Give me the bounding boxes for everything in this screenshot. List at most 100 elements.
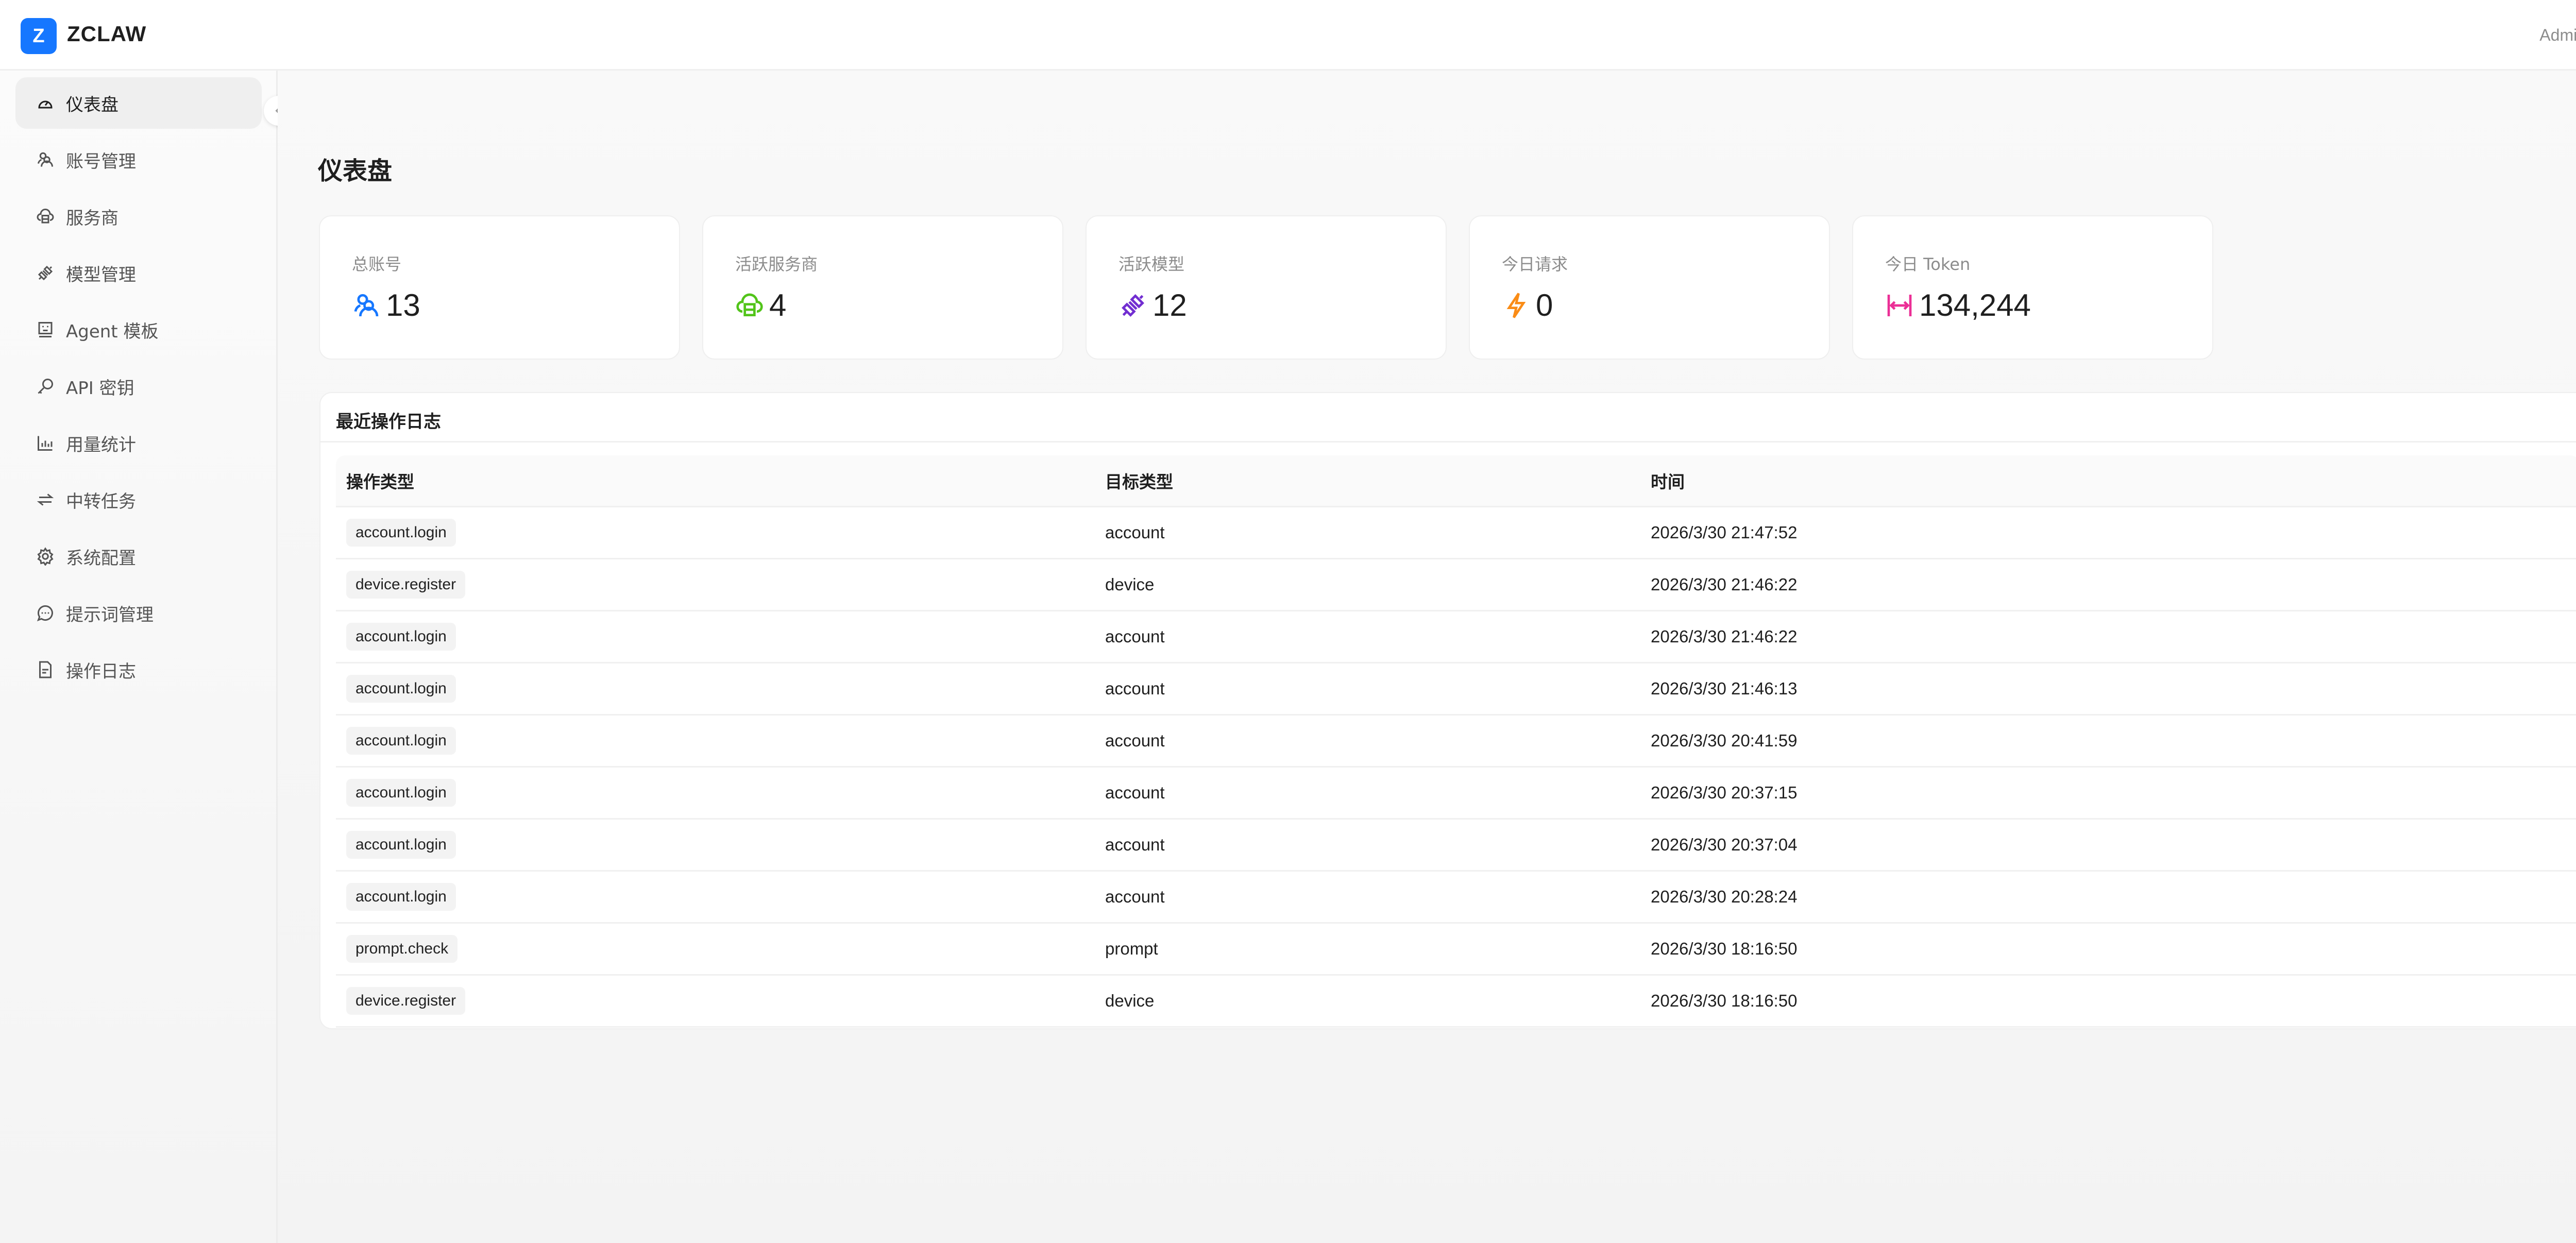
action-type-tag: account.login (346, 727, 456, 755)
stat-value: 4 (769, 288, 787, 322)
key-icon (38, 379, 53, 394)
action-type-cell: device.register (336, 558, 1095, 611)
sidebar-item-file-text[interactable]: 操作日志 (15, 644, 262, 695)
sidebar-item-message[interactable]: 提示词管理 (15, 587, 262, 639)
stat-card: 活跃模型 12 (1086, 215, 1447, 360)
time-cell: 2026/3/30 18:16:50 (1640, 975, 2576, 1028)
action-type-cell: account.login (336, 662, 1095, 716)
logs-table: 操作类型 目标类型 时间 account.login account 2026/… (336, 455, 2576, 1028)
sidebar-item-label: 账号管理 (66, 151, 136, 172)
action-type-tag: account.login (346, 883, 456, 911)
table-row: account.login account 2026/3/30 21:47:52 (336, 506, 2576, 559)
sidebar-item-dashboard[interactable]: 仪表盘 (15, 77, 262, 129)
table-row: account.login account 2026/3/30 20:28:24 (336, 871, 2576, 924)
action-type-cell: account.login (336, 871, 1095, 924)
page-title: 仪表盘 (318, 157, 393, 185)
users-icon (38, 152, 53, 167)
stat-card: 今日请求 0 (1469, 215, 1830, 360)
target-type-cell: account (1095, 714, 1640, 768)
stat-card: 总账号 13 (319, 215, 680, 360)
action-type-tag: account.login (346, 519, 456, 547)
user-menu[interactable]: Admin (2539, 26, 2576, 44)
sidebar-item-gear[interactable]: 系统配置 (15, 531, 262, 582)
action-type-cell: prompt.check (336, 923, 1095, 976)
action-type-cell: account.login (336, 714, 1095, 768)
sidebar-item-label: 提示词管理 (66, 604, 154, 625)
sidebar-item-label: 服务商 (66, 208, 118, 229)
time-cell: 2026/3/30 20:37:04 (1640, 819, 2576, 872)
main-content: 仪表盘 总账号 13 活跃服务商 4 活跃模型 12 今日请求 0 今日 Token 1… (278, 71, 2576, 1243)
stat-label: 今日请求 (1502, 254, 1568, 274)
table-row: prompt.check prompt 2026/3/30 18:16:50 (336, 923, 2576, 976)
action-type-tag: device.register (346, 987, 466, 1015)
stat-card: 今日 Token 134,244 (1852, 215, 2213, 360)
sidebar-item-label: 模型管理 (66, 264, 136, 285)
table-row: account.login account 2026/3/30 21:46:13 (336, 662, 2576, 716)
gear-icon (37, 547, 54, 566)
time-cell: 2026/3/30 20:41:59 (1640, 714, 2576, 768)
divider (320, 441, 2576, 442)
file-text-icon (39, 661, 52, 678)
table-row: account.login account 2026/3/30 20:37:04 (336, 819, 2576, 872)
time-cell: 2026/3/30 20:28:24 (1640, 871, 2576, 924)
sidebar-item-key[interactable]: API 密钥 (15, 361, 262, 412)
sidebar-item-bar-chart[interactable]: 用量统计 (15, 417, 262, 469)
stat-value-row: 4 (735, 287, 786, 323)
top-header: Z ZCLAW Admin (0, 0, 2576, 71)
time-cell: 2026/3/30 18:16:50 (1640, 923, 2576, 976)
action-type-tag: account.login (346, 779, 456, 807)
sidebar-item-label: API 密钥 (66, 378, 134, 399)
action-type-tag: account.login (346, 675, 456, 703)
stat-value: 0 (1536, 288, 1553, 322)
swap-icon (37, 493, 54, 506)
sidebar-item-label: 系统配置 (66, 548, 136, 569)
target-type-cell: device (1095, 558, 1640, 611)
brand-name[interactable]: ZCLAW (67, 22, 147, 46)
stat-value: 13 (386, 288, 420, 322)
lightning-icon (1506, 292, 1526, 318)
target-type-cell: device (1095, 975, 1640, 1028)
logo[interactable]: Z (21, 18, 57, 54)
column-header-action-type: 操作类型 (336, 455, 1095, 507)
time-cell: 2026/3/30 21:46:22 (1640, 558, 2576, 611)
plug-icon (1122, 294, 1144, 317)
sidebar-item-cloud-server[interactable]: 服务商 (15, 191, 262, 242)
sidebar-item-plug[interactable]: 模型管理 (15, 247, 262, 299)
stat-value-row: 13 (352, 287, 420, 323)
action-type-cell: account.login (336, 767, 1095, 820)
sidebar: 仪表盘账号管理服务商模型管理 Agent 模板 API 密钥 用量统计中转任务系统配置… (0, 71, 278, 1243)
target-type-cell: account (1095, 662, 1640, 716)
stat-label: 活跃模型 (1118, 254, 1185, 274)
target-type-cell: prompt (1095, 923, 1640, 976)
stat-label: 今日 Token (1885, 254, 1971, 274)
table-header-row: 操作类型 目标类型 时间 (336, 455, 2576, 507)
action-type-cell: account.login (336, 819, 1095, 872)
users-icon (354, 294, 379, 316)
action-type-tag: device.register (346, 571, 466, 599)
recent-logs-title: 最近操作日志 (336, 412, 441, 432)
dashboard-icon (38, 100, 53, 109)
stat-label: 总账号 (352, 254, 402, 274)
target-type-cell: account (1095, 610, 1640, 663)
table-row: account.login account 2026/3/30 20:37:15 (336, 767, 2576, 820)
target-type-cell: account (1095, 871, 1640, 924)
recent-logs-card: 最近操作日志 操作类型 目标类型 时间 account.login accoun… (319, 392, 2576, 1029)
sidebar-item-label: 用量统计 (66, 434, 136, 455)
message-icon (37, 605, 53, 622)
action-type-tag: prompt.check (346, 935, 458, 963)
sidebar-item-label: Agent 模板 (66, 321, 159, 342)
stat-card: 活跃服务商 4 (702, 215, 1063, 360)
stat-value-row: 0 (1502, 287, 1553, 323)
target-type-cell: account (1095, 767, 1640, 820)
action-type-tag: account.login (346, 831, 456, 859)
bar-chart-icon (38, 436, 53, 451)
cloud-server-icon (37, 209, 54, 224)
stat-value: 134,244 (1919, 288, 2031, 322)
sidebar-item-robot[interactable]: Agent 模板 (15, 304, 262, 355)
action-type-cell: account.login (336, 506, 1095, 559)
stat-label: 活跃服务商 (735, 254, 818, 274)
table-row: account.login account 2026/3/30 20:41:59 (336, 714, 2576, 768)
time-cell: 2026/3/30 21:46:22 (1640, 610, 2576, 663)
sidebar-item-users[interactable]: 账号管理 (15, 134, 262, 185)
sidebar-item-swap[interactable]: 中转任务 (15, 474, 262, 525)
